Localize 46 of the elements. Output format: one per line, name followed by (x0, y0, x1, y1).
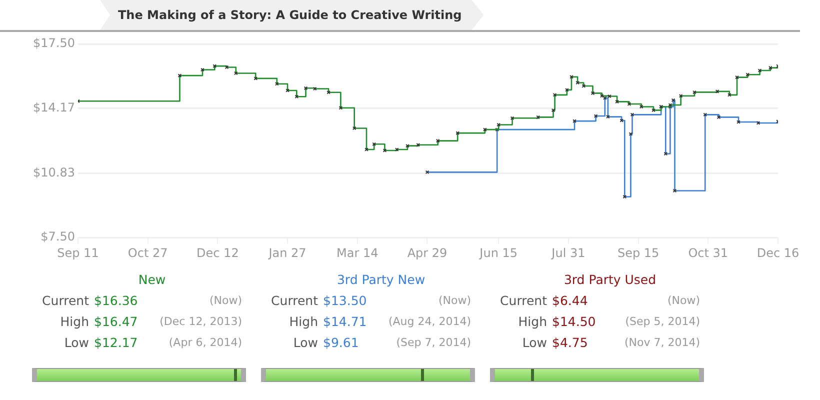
x-tick-label: Mar 14 (336, 246, 378, 260)
text: (Now) (438, 294, 471, 307)
text: Low (522, 335, 547, 350)
text: (Dec 12, 2013) (160, 315, 242, 328)
x-tick-label: Oct 27 (128, 246, 168, 260)
x-tick-label: Oct 31 (688, 246, 728, 260)
text: Current (271, 293, 318, 308)
x-tick-label: Sep 11 (57, 246, 99, 260)
text: $12.17 (94, 335, 138, 350)
text: (Now) (209, 294, 242, 307)
x-tick-label: Sep 15 (617, 246, 660, 260)
chart-title: The Making of a Story: A Guide to Creative Writing (100, 0, 484, 30)
x-tick-label: Apr 29 (407, 246, 448, 260)
text: New (137, 272, 167, 289)
text: 3rd Party Used (562, 272, 658, 289)
text: $6.44 (552, 293, 588, 308)
text: High (60, 314, 89, 329)
text: $9.61 (323, 335, 359, 350)
text: (Apr 6, 2014) (168, 336, 242, 349)
text: High (518, 314, 547, 329)
text: $4.75 (552, 335, 588, 350)
text: $16.36 (94, 293, 138, 308)
text: (Sep 7, 2014) (396, 336, 471, 349)
text: High (289, 314, 318, 329)
x-tick-label: Dec 12 (196, 246, 239, 260)
y-tick-label: $7.50 (40, 230, 75, 244)
text: Current (500, 293, 547, 308)
text: (Nov 7, 2014) (624, 336, 700, 349)
y-tick-label: $14.17 (32, 100, 75, 115)
y-tick-label: $17.50 (32, 36, 75, 50)
text: $14.50 (552, 314, 596, 329)
text: 3rd Party New (336, 272, 426, 289)
x-tick-label: Dec 16 (756, 246, 800, 260)
text: $16.47 (94, 314, 138, 329)
text: $13.50 (323, 293, 367, 308)
text: (Aug 24, 2014) (388, 315, 471, 328)
text: (Now) (667, 294, 700, 307)
x-tick-label: Jan 27 (268, 246, 306, 260)
text: Low (293, 335, 318, 350)
x-tick-label: Jun 15 (478, 246, 518, 260)
y-tick-label: $10.83 (32, 165, 75, 180)
text: (Sep 5, 2014) (625, 315, 700, 328)
x-tick-label: Jul 31 (550, 246, 586, 260)
text: Low (64, 335, 89, 350)
text: Current (42, 293, 89, 308)
text: $14.71 (323, 314, 367, 329)
